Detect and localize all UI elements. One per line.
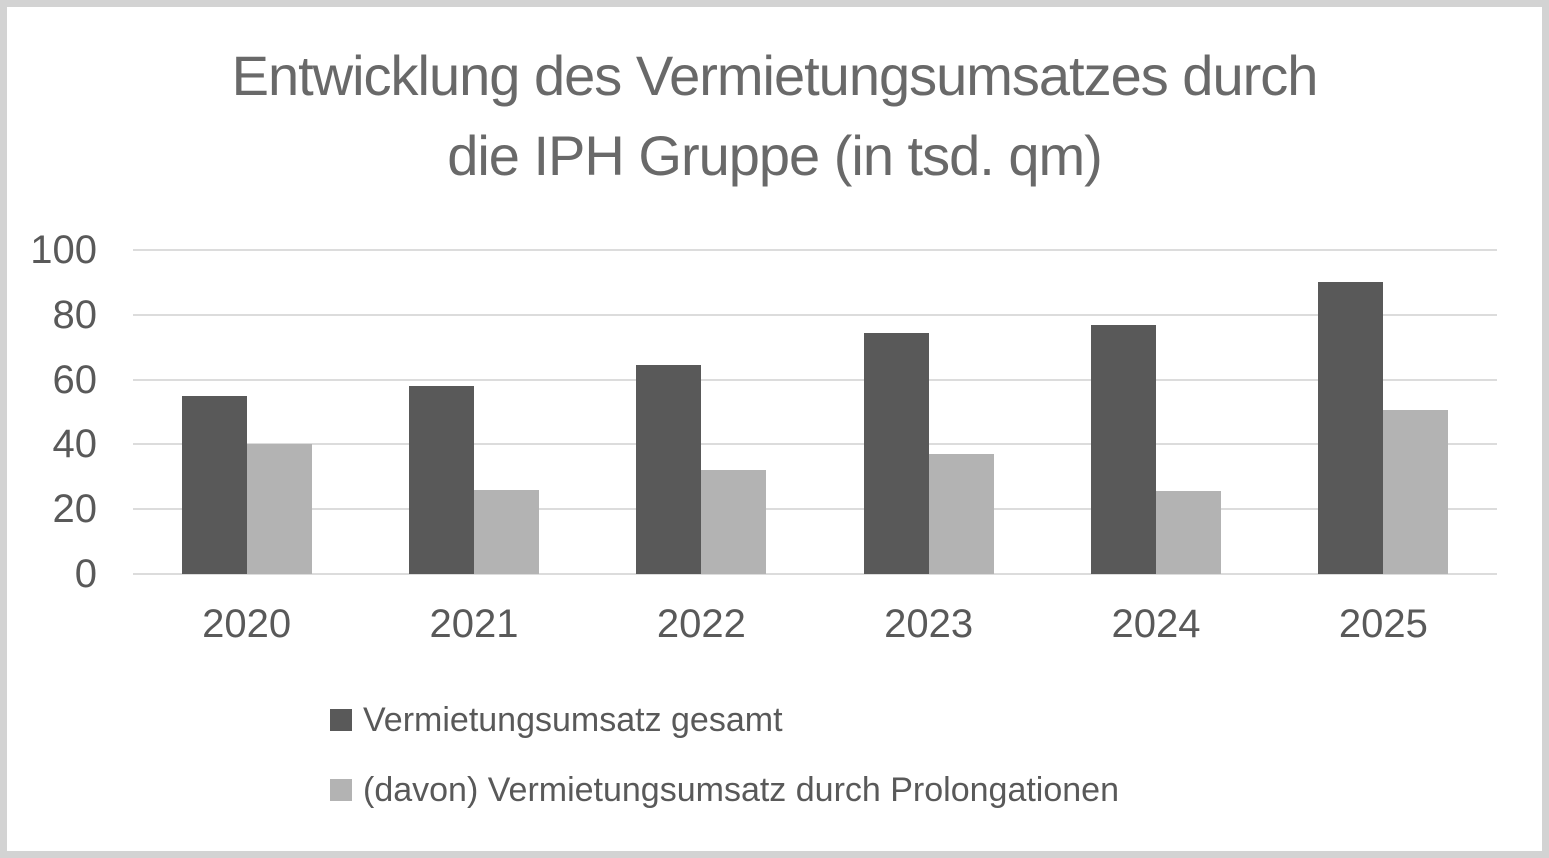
- legend-label-series1: Vermietungsumsatz gesamt: [363, 700, 783, 739]
- x-tick-label-2024: 2024: [1111, 602, 1201, 646]
- legend-swatch-series2: [330, 779, 352, 801]
- bar-series2-2024: [1156, 491, 1221, 574]
- legend-item-series1: Vermietungsumsatz gesamt: [330, 698, 783, 742]
- y-tick-label-0: 0: [74, 552, 97, 596]
- bar-series1-2023: [863, 332, 929, 574]
- chart-title-line-2: die IPH Gruppe (in tsd. qm): [447, 124, 1103, 187]
- bar-series2-2020: [246, 444, 312, 574]
- bar-series2-2023: [928, 454, 994, 574]
- x-tick-label-2023: 2023: [884, 602, 974, 646]
- x-tick-label-2025: 2025: [1338, 602, 1428, 646]
- legend-item-series2: (davon) Vermietungsumsatz durch Prolonga…: [330, 768, 1119, 812]
- gridline-y-80: [133, 313, 1497, 316]
- y-tick-label-40: 40: [52, 422, 98, 467]
- chart-title-line-1: Entwicklung des Vermietungsumsatzes durc…: [231, 44, 1319, 107]
- bar-series1-2021: [409, 386, 474, 574]
- legend-swatch-series1: [330, 709, 352, 731]
- y-tick-label-100: 100: [30, 228, 97, 272]
- x-tick-label-2022: 2022: [656, 602, 746, 646]
- gridline-y-60: [133, 378, 1497, 381]
- x-tick-label-2020: 2020: [202, 602, 292, 646]
- bar-series1-2022: [636, 365, 702, 574]
- y-tick-label-60: 60: [52, 357, 98, 402]
- legend-label-series2: (davon) Vermietungsumsatz durch Prolonga…: [363, 770, 1119, 809]
- gridline-y-100: [133, 249, 1497, 251]
- x-tick-label-2021: 2021: [429, 602, 519, 646]
- gridline-y-0: [133, 573, 1497, 575]
- bar-series1-2025: [1318, 282, 1384, 574]
- bar-series2-2025: [1383, 410, 1449, 574]
- y-tick-label-20: 20: [52, 487, 98, 532]
- bar-series1-2024: [1091, 324, 1156, 574]
- bar-series2-2021: [474, 489, 539, 574]
- bar-series2-2022: [701, 470, 767, 574]
- gridline-y-20: [133, 508, 1497, 511]
- bar-series1-2020: [181, 395, 247, 574]
- gridline-y-40: [133, 443, 1497, 446]
- chart-title: Entwicklung des Vermietungsumsatzes durc…: [0, 36, 1549, 196]
- y-tick-label-80: 80: [52, 292, 98, 337]
